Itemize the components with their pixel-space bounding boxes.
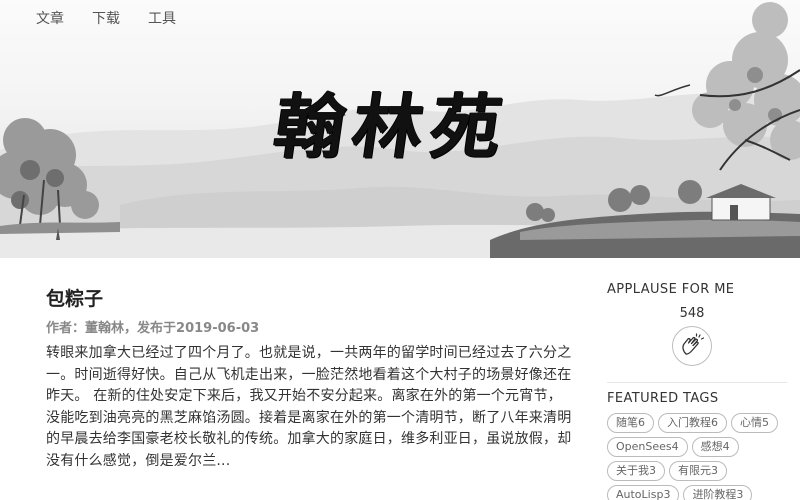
tag-item[interactable]: 进阶教程3	[683, 485, 753, 500]
site-logo: 翰林苑	[269, 85, 515, 168]
applause-title: APPLAUSE FOR ME	[607, 282, 735, 297]
tag-item[interactable]: 入门教程6	[658, 413, 727, 433]
clap-icon	[682, 333, 705, 355]
author-label: 作者：	[46, 321, 86, 336]
post-excerpt: 转眼来加拿大已经过了四个月了。也就是说，一共两年的留学时间已经过去了六分之一。时…	[46, 345, 572, 469]
tag-item[interactable]: 感想4	[691, 437, 739, 457]
tag-item[interactable]: OpenSees4	[607, 437, 688, 457]
post-title[interactable]: 包粽子	[46, 288, 104, 310]
nav-item-articles[interactable]: 文章	[36, 11, 64, 27]
tag-cloud: 随笔6 入门教程6 心情5 OpenSees4 感想4 关于我3 有限元3 Au…	[607, 413, 792, 500]
tag-item[interactable]: AutoLisp3	[607, 485, 680, 500]
sidebar-divider	[607, 382, 787, 383]
featured-tags-title: FEATURED TAGS	[607, 391, 719, 406]
applause-button[interactable]	[672, 326, 712, 366]
nav-item-downloads[interactable]: 下载	[92, 11, 120, 27]
tag-item[interactable]: 关于我3	[607, 461, 665, 481]
tag-item[interactable]: 心情5	[731, 413, 778, 433]
applause-widget: 548	[607, 306, 777, 366]
post-meta: 作者：董翰林，发布于2019-06-03	[46, 320, 576, 338]
nav-item-tools[interactable]: 工具	[148, 11, 176, 27]
header-banner: 文章 下载 工具 翰林苑	[0, 0, 800, 258]
tag-item[interactable]: 有限元3	[669, 461, 727, 481]
sidebar: APPLAUSE FOR ME 548 FEATURED TAGS 随笔6 入门…	[607, 282, 787, 500]
applause-count: 548	[679, 306, 705, 321]
post-preview[interactable]: 包粽子 作者：董翰林，发布于2019-06-03 转眼来加拿大已经过了四个月了。…	[46, 286, 576, 472]
published-label: ，发布于	[124, 321, 177, 336]
post-author: 董翰林	[85, 321, 125, 336]
top-nav: 文章 下载 工具	[36, 10, 176, 28]
tag-item[interactable]: 随笔6	[607, 413, 654, 433]
post-date: 2019-06-03	[176, 321, 260, 336]
ink-landscape-illustration	[0, 2, 800, 258]
